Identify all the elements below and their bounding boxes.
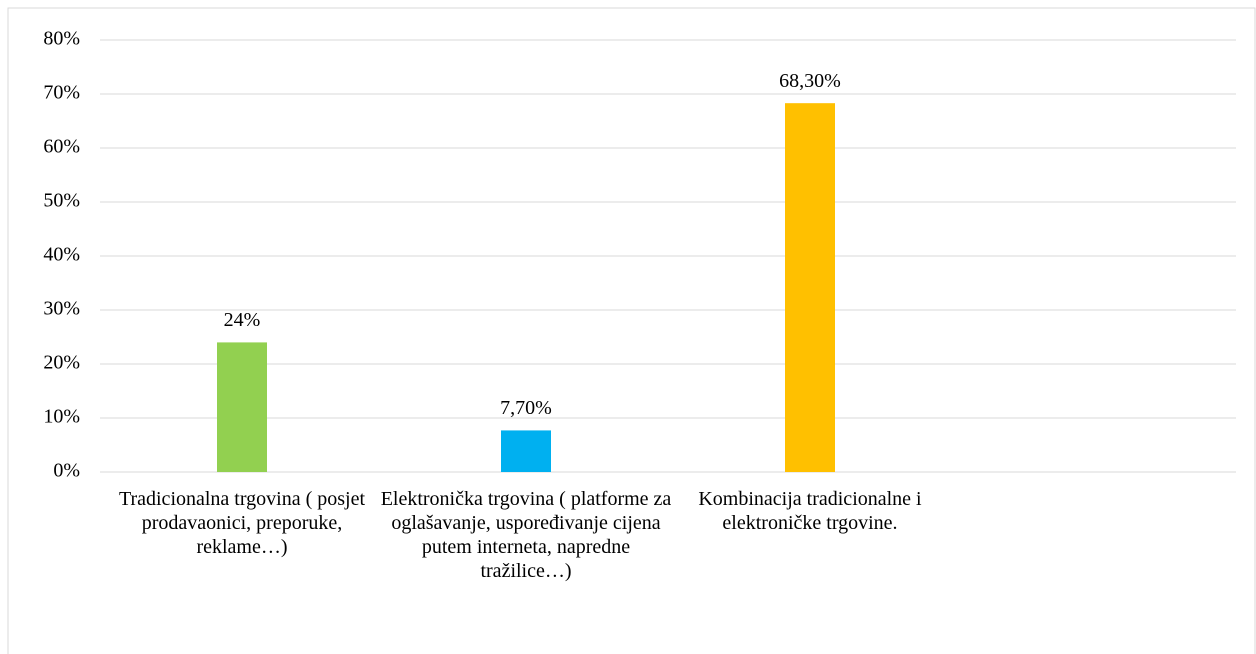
x-tick-label: Kombinacija tradicionalne i elektroničke…	[698, 488, 922, 534]
bar	[217, 342, 267, 472]
y-tick-label: 10%	[43, 406, 80, 428]
y-tick-label: 60%	[43, 136, 80, 158]
chart-frame	[7, 7, 1256, 654]
y-tick-label: 70%	[43, 82, 80, 104]
x-tick-label: Tradicionalna trgovina ( posjet prodavao…	[118, 488, 366, 558]
data-label: 24%	[224, 309, 261, 331]
y-tick-label: 80%	[43, 28, 80, 50]
data-label: 7,70%	[500, 397, 552, 419]
bar	[785, 103, 835, 473]
y-tick-label: 40%	[43, 244, 80, 266]
y-tick-label: 0%	[53, 460, 80, 482]
bar	[501, 430, 551, 472]
y-tick-label: 20%	[43, 352, 80, 374]
data-label: 68,30%	[779, 70, 841, 92]
y-tick-label: 50%	[43, 190, 80, 212]
y-tick-label: 30%	[43, 298, 80, 320]
x-tick-label: Elektronička trgovina ( platforme za ogl…	[380, 488, 672, 582]
